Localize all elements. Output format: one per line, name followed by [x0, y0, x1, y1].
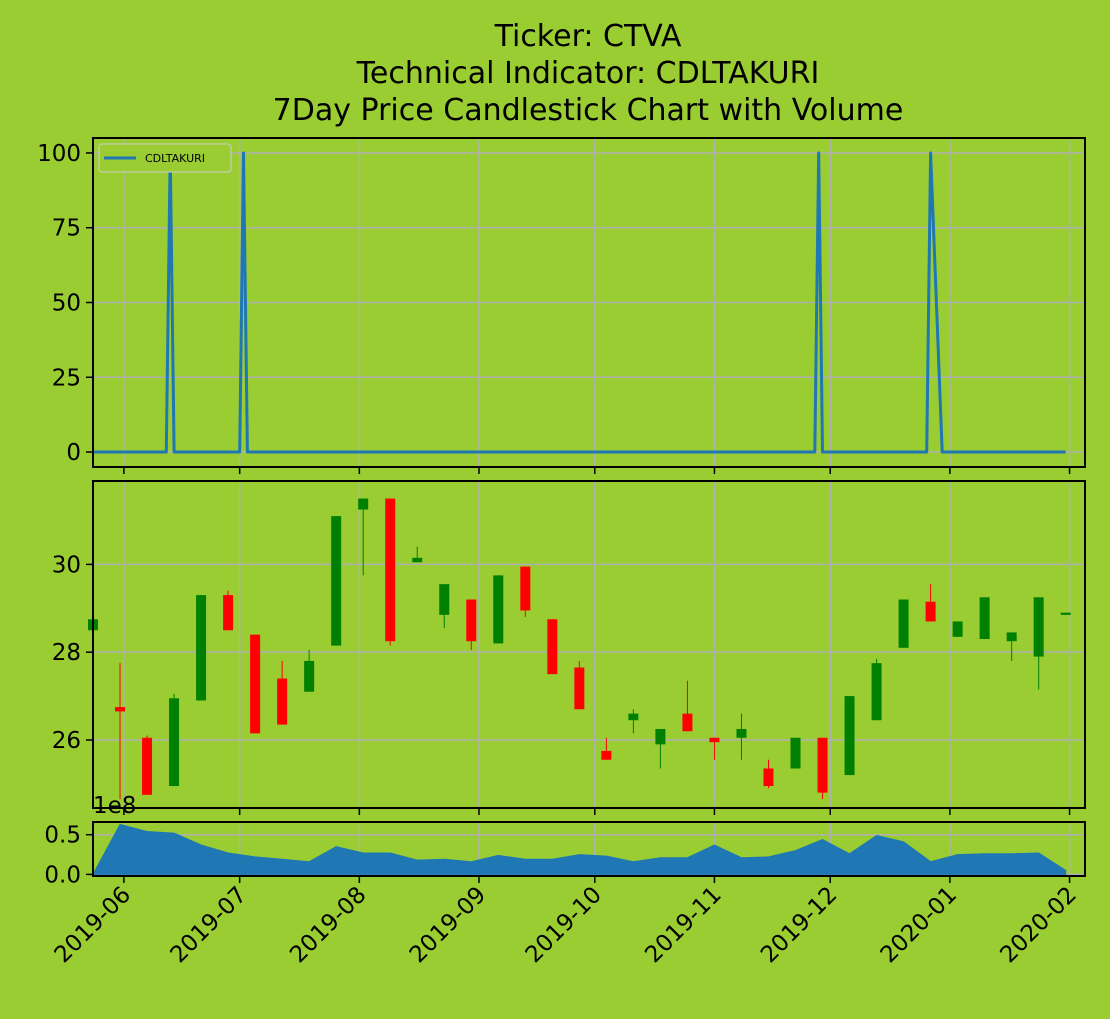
price-ytick-label: 30: [52, 552, 81, 578]
candle-body-2020-01-10: [979, 597, 990, 640]
candle-body-2019-07-19: [304, 660, 315, 692]
indicator-y-ticks: 0 25 50 75 100: [37, 141, 93, 466]
indicator-ytick-label: 0: [66, 440, 81, 466]
legend-box: [98, 143, 232, 173]
indicator-ytick-label: 100: [37, 141, 81, 167]
candle-body-2019-11-29: [817, 737, 828, 793]
price-y-ticks: 26 28 30: [52, 552, 93, 754]
candle-body-2019-09-06: [493, 575, 504, 644]
candle-body-2019-09-27: [574, 667, 585, 710]
price-frame: [92, 480, 1086, 809]
candle-body-2019-12-27: [925, 601, 936, 622]
volume-multiplier-label: 1e8: [93, 793, 136, 819]
title-line-indicator: Technical Indicator: CDLTAKURI: [356, 56, 820, 91]
volume-area: [92, 823, 1067, 875]
candle-body-2019-07-12: [277, 678, 288, 725]
title-line-subtitle: 7Day Price Candlestick Chart with Volume: [273, 93, 904, 128]
candle-body-2019-10-04: [601, 750, 612, 760]
candle-body-2019-08-16: [412, 557, 423, 563]
indicator-ytick-label: 50: [52, 291, 81, 317]
candle-body-2019-10-11: [628, 713, 639, 721]
indicator-panel: 0 25 50 75 100 CDLTAKURI: [37, 137, 1086, 474]
candle-body-2019-06-21: [196, 595, 207, 701]
candle-body-2020-01-03: [952, 621, 963, 637]
candle-body-2019-09-13: [520, 566, 531, 611]
chart-title: Ticker: CTVA Technical Indicator: CDLTAK…: [273, 19, 904, 128]
candle-body-2019-12-20: [898, 599, 909, 648]
candle-body-2019-10-25: [682, 713, 693, 732]
candle-body-2020-01-24: [1033, 597, 1044, 657]
candle-body-2019-11-01: [709, 737, 720, 743]
candle-body-2019-09-20: [547, 619, 558, 675]
indicator-frame: [92, 137, 1086, 468]
candle-body-2019-06-14: [169, 698, 180, 787]
candlesticks: [88, 498, 1071, 800]
cdltakuri-line: [93, 151, 1066, 454]
candle-body-2019-11-15: [763, 768, 774, 787]
volume-ytick-label: 0.0: [44, 862, 81, 888]
candle-body-2020-01-17: [1006, 632, 1017, 642]
candle-body-2019-08-09: [385, 498, 396, 642]
price-panel: 26 28 30: [52, 480, 1086, 815]
volume-frame: [92, 821, 1086, 877]
candle-body-2019-06-28: [223, 595, 234, 631]
indicator-ytick-label: 25: [52, 365, 81, 391]
candle-body-2019-11-22: [790, 737, 801, 769]
candle-body-2019-11-08: [736, 728, 747, 738]
candle-body-2019-08-30: [466, 599, 477, 642]
price-ytick-label: 26: [52, 728, 81, 754]
candle-body-2019-06-07: [142, 737, 153, 795]
candle-body-2019-05-31: [115, 707, 126, 712]
indicator-legend[interactable]: CDLTAKURI: [98, 143, 232, 173]
candle-body-2019-12-06: [844, 696, 855, 776]
price-ytick-label: 28: [52, 640, 81, 666]
title-line-ticker: Ticker: CTVA: [494, 19, 682, 54]
volume-y-ticks: 0.0 0.5: [44, 823, 93, 888]
candle-body-2019-08-23: [439, 584, 450, 615]
volume-ytick-label: 0.5: [44, 823, 81, 849]
candle-body-2019-10-18: [655, 728, 666, 745]
candle-body-2019-07-26: [331, 516, 342, 646]
legend-label: CDLTAKURI: [145, 152, 205, 165]
price-plot-area: [93, 481, 1085, 808]
candle-body-2020-01-31: [1060, 612, 1071, 615]
candle-body-2019-08-02: [358, 498, 369, 510]
candle-body-2019-07-05: [250, 634, 261, 734]
indicator-ytick-label: 75: [52, 216, 81, 242]
candle-body-2019-12-13: [871, 663, 882, 721]
